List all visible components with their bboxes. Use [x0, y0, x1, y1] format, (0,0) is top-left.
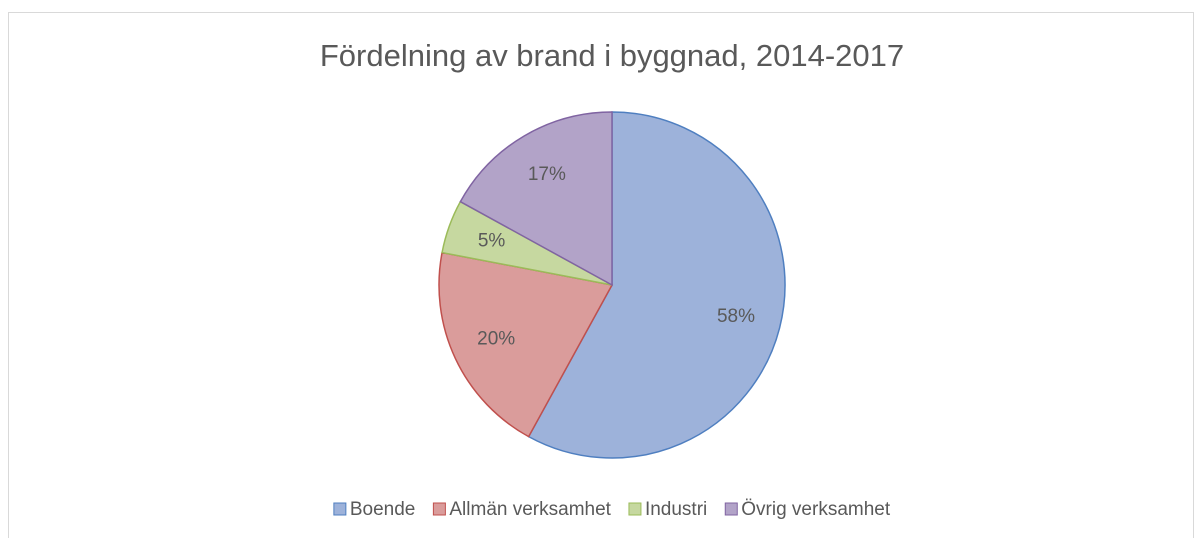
- legend-label: Allmän verksamhet: [449, 499, 611, 520]
- pie-slice: [438, 251, 614, 438]
- legend-swatch: [628, 502, 642, 516]
- data-label: 58%: [717, 306, 755, 327]
- legend-swatch: [432, 502, 446, 516]
- data-label: 17%: [528, 164, 566, 185]
- pie-slice: [459, 111, 613, 287]
- legend-swatch: [724, 502, 738, 516]
- data-label: 5%: [478, 231, 506, 252]
- legend-label: Industri: [645, 499, 707, 520]
- pie-slice: [527, 111, 786, 459]
- legend-label: Övrig verksamhet: [741, 499, 891, 520]
- data-label: 20%: [477, 329, 515, 350]
- legend-swatch: [333, 502, 347, 516]
- chart-title: Fördelning av brand i byggnad, 2014-2017: [320, 38, 904, 73]
- legend-label: Boende: [350, 499, 416, 520]
